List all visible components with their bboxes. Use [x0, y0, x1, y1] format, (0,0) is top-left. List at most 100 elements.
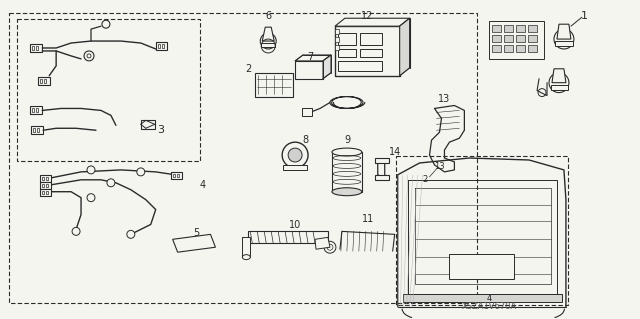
Text: 2: 2 [245, 64, 252, 74]
Bar [32, 108, 35, 112]
Bar [504, 25, 513, 32]
Bar [46, 177, 48, 180]
Bar [360, 49, 381, 57]
Circle shape [324, 241, 336, 253]
Circle shape [260, 33, 276, 49]
Bar [33, 128, 35, 132]
Circle shape [127, 230, 135, 238]
Ellipse shape [332, 148, 362, 156]
Bar [46, 191, 48, 194]
Bar [492, 25, 501, 32]
Bar [162, 44, 164, 48]
Circle shape [137, 168, 145, 176]
Bar [360, 33, 381, 45]
Text: 8: 8 [302, 135, 308, 145]
Bar [551, 85, 568, 90]
Bar [157, 44, 160, 48]
Bar [243, 237, 250, 257]
Bar [504, 35, 513, 42]
Text: 1: 1 [580, 11, 588, 21]
Bar [37, 128, 39, 132]
Bar [516, 25, 525, 32]
Bar [10, 13, 477, 303]
Bar [42, 191, 44, 194]
Circle shape [554, 29, 574, 49]
Bar [338, 49, 356, 57]
Bar [338, 33, 356, 45]
Bar [17, 19, 200, 161]
Polygon shape [262, 27, 274, 41]
Bar [528, 45, 537, 52]
Polygon shape [315, 237, 330, 249]
Text: XSZA1V670A: XSZA1V670A [461, 302, 517, 311]
Bar [504, 45, 513, 52]
Text: 11: 11 [362, 214, 374, 225]
Bar [36, 46, 38, 50]
Bar [156, 42, 166, 50]
Bar [44, 79, 46, 83]
Polygon shape [552, 69, 566, 83]
Bar [335, 26, 399, 76]
Bar [248, 231, 328, 243]
Circle shape [107, 179, 115, 187]
Ellipse shape [332, 188, 362, 196]
Bar [396, 156, 568, 305]
Bar [516, 45, 525, 52]
Bar [30, 44, 42, 52]
Bar [528, 35, 537, 42]
Text: 4: 4 [200, 180, 205, 190]
Bar [38, 77, 50, 85]
Circle shape [288, 148, 302, 162]
Text: 5: 5 [193, 228, 200, 238]
Bar [40, 189, 51, 196]
Text: 13: 13 [438, 93, 451, 104]
Bar [31, 126, 44, 134]
Circle shape [87, 194, 95, 202]
Bar [36, 108, 38, 112]
Circle shape [282, 142, 308, 168]
Bar [177, 174, 179, 177]
Bar [42, 184, 44, 187]
Bar [30, 107, 42, 115]
Bar [40, 79, 42, 83]
Polygon shape [335, 18, 410, 26]
Bar [173, 174, 175, 177]
Text: 3: 3 [157, 125, 164, 135]
Bar [335, 45, 339, 50]
Polygon shape [323, 55, 331, 79]
Bar [32, 46, 35, 50]
Bar [335, 37, 339, 42]
Bar [492, 45, 501, 52]
Bar [171, 172, 182, 179]
Polygon shape [557, 24, 571, 39]
Bar [283, 165, 307, 170]
Bar [489, 21, 544, 59]
Text: 6: 6 [265, 11, 271, 21]
Circle shape [87, 166, 95, 174]
Bar [40, 175, 51, 182]
Polygon shape [295, 55, 331, 61]
Text: 2: 2 [422, 175, 427, 184]
Bar [449, 254, 514, 279]
Bar [141, 120, 155, 129]
Bar [403, 294, 562, 302]
Text: 4: 4 [486, 294, 492, 303]
Bar [492, 35, 501, 42]
Bar [335, 29, 339, 34]
Text: 7: 7 [307, 52, 313, 62]
Polygon shape [173, 234, 216, 252]
Bar [255, 73, 293, 97]
Bar [375, 158, 388, 163]
Bar [338, 61, 381, 71]
Bar [516, 35, 525, 42]
Bar [302, 108, 312, 116]
Text: 13: 13 [434, 162, 445, 171]
Text: 12: 12 [360, 11, 373, 21]
Bar [42, 177, 44, 180]
Bar [46, 184, 48, 187]
Polygon shape [399, 18, 410, 76]
Bar [295, 61, 323, 79]
Text: 10: 10 [289, 220, 301, 230]
Bar [332, 152, 362, 192]
Bar [375, 175, 388, 180]
